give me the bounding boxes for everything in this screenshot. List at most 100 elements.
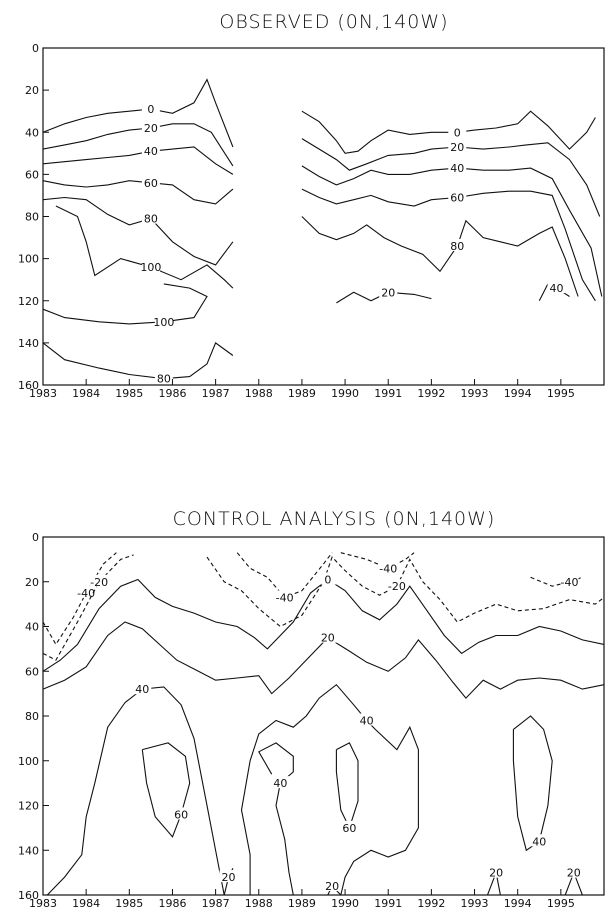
contour-label: 20 (222, 871, 236, 884)
contour-line (301, 188, 596, 302)
contour-label: 20 (325, 880, 339, 893)
contour-label: 40 (550, 282, 564, 295)
y-tick-label: 60 (25, 168, 39, 181)
x-tick-label: 1986 (158, 897, 186, 910)
y-tick-label: 160 (18, 889, 39, 902)
y-tick-label: 100 (18, 755, 39, 768)
y-tick-label: 0 (32, 531, 39, 544)
contour-label: 100 (140, 261, 161, 274)
y-tick-label: 120 (18, 800, 39, 813)
x-tick-label: 1984 (72, 897, 100, 910)
contour-label-bg (340, 820, 359, 833)
y-tick-label: 140 (18, 844, 39, 857)
contour-label: 40 (144, 145, 158, 158)
x-tick-label: 1990 (331, 387, 359, 400)
contour-label-bg (141, 121, 160, 134)
y-tick-label: 80 (25, 211, 39, 224)
contour-label-bg (387, 579, 406, 592)
contour-line (42, 78, 234, 148)
contour-label-bg (547, 281, 566, 294)
x-tick-label: 1991 (374, 387, 402, 400)
contour-label-bg (448, 125, 467, 138)
contour-label-bg (448, 139, 467, 152)
contour-label-bg (379, 561, 398, 574)
contour-label: 80 (450, 240, 464, 253)
contour-label-bg (141, 260, 160, 273)
contour-label: 40 (273, 777, 287, 790)
x-tick-label: 1988 (245, 897, 273, 910)
y-tick-label: 140 (18, 337, 39, 350)
contour-line (42, 578, 605, 672)
y-tick-label: 40 (25, 126, 39, 139)
contour-label-bg (448, 238, 467, 251)
contour-label: 20 (381, 286, 395, 299)
contour-label: 80 (157, 373, 171, 386)
contour-line (42, 146, 234, 175)
contour-label-bg (133, 682, 152, 695)
contour-label: -40 (560, 576, 578, 589)
x-tick-label: 1992 (417, 897, 445, 910)
contour-label-bg (448, 161, 467, 174)
contour-line (335, 742, 359, 830)
contour-line (301, 165, 603, 297)
x-tick-label: 1988 (245, 387, 273, 400)
contour-line (42, 552, 117, 646)
contour-label: 20 (450, 141, 464, 154)
x-tick-label: 1991 (374, 897, 402, 910)
contour-label-bg (560, 574, 579, 587)
chart-title-control: CONTROL ANALYSIS (0N,140W) (173, 508, 496, 530)
contour-label-bg (487, 865, 506, 878)
contour-label: 60 (450, 192, 464, 205)
contour-label-bg (448, 190, 467, 203)
contour-label: -40 (379, 562, 397, 575)
contour-label-bg (318, 572, 337, 585)
contour-label: 40 (135, 683, 149, 696)
y-tick-label: 120 (18, 295, 39, 308)
contour-label-bg (379, 285, 398, 298)
contour-label: -40 (77, 587, 95, 600)
x-tick-label: 1987 (202, 897, 230, 910)
contour-label: 60 (144, 177, 158, 190)
contour-label-bg (318, 630, 337, 643)
contour-label-bg (77, 585, 96, 598)
contour-label: 100 (153, 316, 174, 329)
contour-label: 20 (321, 632, 335, 645)
y-tick-label: 20 (25, 576, 39, 589)
x-tick-label: 1987 (202, 387, 230, 400)
chart-title-observed: OBSERVED (0N,140W) (219, 11, 448, 33)
contour-line (42, 180, 234, 205)
x-tick-label: 1992 (417, 387, 445, 400)
contour-line (42, 342, 234, 380)
contour-label: 0 (324, 574, 331, 587)
x-tick-label: 1985 (115, 897, 143, 910)
contour-label: 20 (567, 867, 581, 880)
contour-label-bg (154, 371, 173, 384)
contour-line (258, 742, 294, 896)
contour-label: -20 (90, 576, 108, 589)
contour-line (340, 552, 415, 569)
contour-label-bg (219, 870, 238, 883)
contour-line (301, 216, 579, 297)
y-tick-label: 80 (25, 710, 39, 723)
contour-label: -40 (276, 591, 294, 604)
contour-line (46, 686, 225, 896)
contour-line (42, 123, 234, 167)
x-tick-label: 1983 (29, 387, 57, 400)
y-tick-label: 160 (18, 379, 39, 392)
plot-frame (42, 536, 605, 896)
x-tick-label: 1993 (461, 387, 489, 400)
y-tick-label: 20 (25, 84, 39, 97)
contour-label-bg (172, 807, 191, 820)
contour-line (42, 283, 208, 325)
x-tick-label: 1994 (504, 387, 532, 400)
contour-label-bg (357, 713, 376, 726)
x-tick-label: 1995 (547, 387, 575, 400)
x-tick-label: 1986 (158, 387, 186, 400)
x-tick-label: 1989 (288, 897, 316, 910)
x-tick-label: 1995 (547, 897, 575, 910)
contour-label-bg (530, 834, 549, 847)
contour-line (42, 554, 134, 661)
